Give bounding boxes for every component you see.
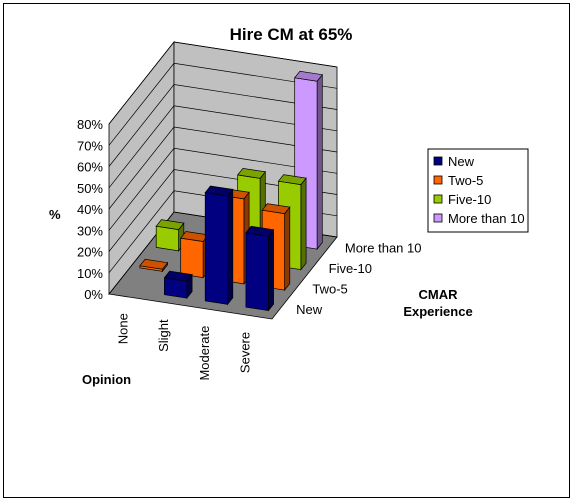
bar-top [204,185,234,197]
z-axis-ticks: New Two-5 Five-10 More than 10 [296,240,421,317]
bar-front [204,192,228,305]
y-tick-label: 80% [77,117,103,132]
legend: New Two-5 Five-10 More than 10 [427,148,529,233]
bar-side [268,228,274,312]
y-tick-label: 70% [77,138,103,153]
z-tick-label: Two-5 [312,281,347,296]
bar-side [284,206,291,292]
x-tick-label: Slight [156,319,171,352]
bar-top [277,174,307,185]
y-axis-ticks: 0% 10% 20% 30% 40% 50% 60% 70% 80% [77,117,103,302]
legend-swatch [433,175,443,185]
gridline [108,62,338,146]
y-tick-label: 20% [77,245,103,260]
bar-top [237,168,266,179]
x-tick-label: Severe [238,332,253,373]
legend-swatch [433,156,443,166]
chart-frame: Hire CM at 65% 0% 10% 20% 30% 40% 50% 60% 70% 80… [3,3,570,498]
y-tick-label: 0% [84,287,103,302]
bar [245,225,275,312]
bar [155,219,185,252]
bar-front [180,237,204,279]
bar-front [155,225,179,252]
bar [139,258,169,273]
bar-front [245,232,269,312]
gridline [108,105,338,189]
z-tick-label: More than 10 [345,240,422,255]
legend-label: Five-10 [448,192,491,207]
gridline [108,84,338,167]
chart-svg: Hire CM at 65% 0% 10% 20% 30% 40% 50% 60% 70% 80… [49,25,529,387]
z-tick-label: New [296,302,323,317]
x-tick-label: Moderate [197,326,212,381]
legend-label: New [448,154,475,169]
x-tick-label: None [115,313,130,344]
chart-bars [139,70,323,312]
legend-label: Two-5 [448,173,483,188]
gridline [108,147,338,231]
bar-top [245,225,275,237]
y-axis-title: % [49,207,61,222]
x-axis-ticks: None Slight Moderate Severe [115,313,252,380]
bar-side [300,177,307,271]
z-axis-title: CMAR Experience [403,287,472,319]
bar [163,270,193,300]
y-tick-label: 30% [77,223,103,238]
bar-side [227,188,234,306]
x-axis-title: Opinion [82,372,131,387]
bar [204,185,234,306]
legend-swatch [433,213,443,223]
z-axis-title-line-1: CMAR [419,287,459,302]
chart-title: Hire CM at 65% [230,25,353,44]
legend-swatch [433,194,443,204]
bar-side [316,73,323,251]
bar [180,231,209,279]
y-tick-label: 50% [77,181,103,196]
y-tick-label: 10% [77,266,103,281]
bar-top [139,258,169,270]
bar-top [294,70,323,82]
y-tick-label: 60% [77,160,103,175]
legend-label: More than 10 [448,211,525,226]
gridline [108,126,338,210]
z-axis-title-line-2: Experience [403,304,472,319]
bar-top [155,219,185,230]
bar-top [163,270,193,282]
z-tick-label: Five-10 [329,261,372,276]
legend-box [427,148,529,233]
y-tick-label: 40% [77,202,103,217]
bar-top [261,203,291,214]
gridline [108,41,338,125]
